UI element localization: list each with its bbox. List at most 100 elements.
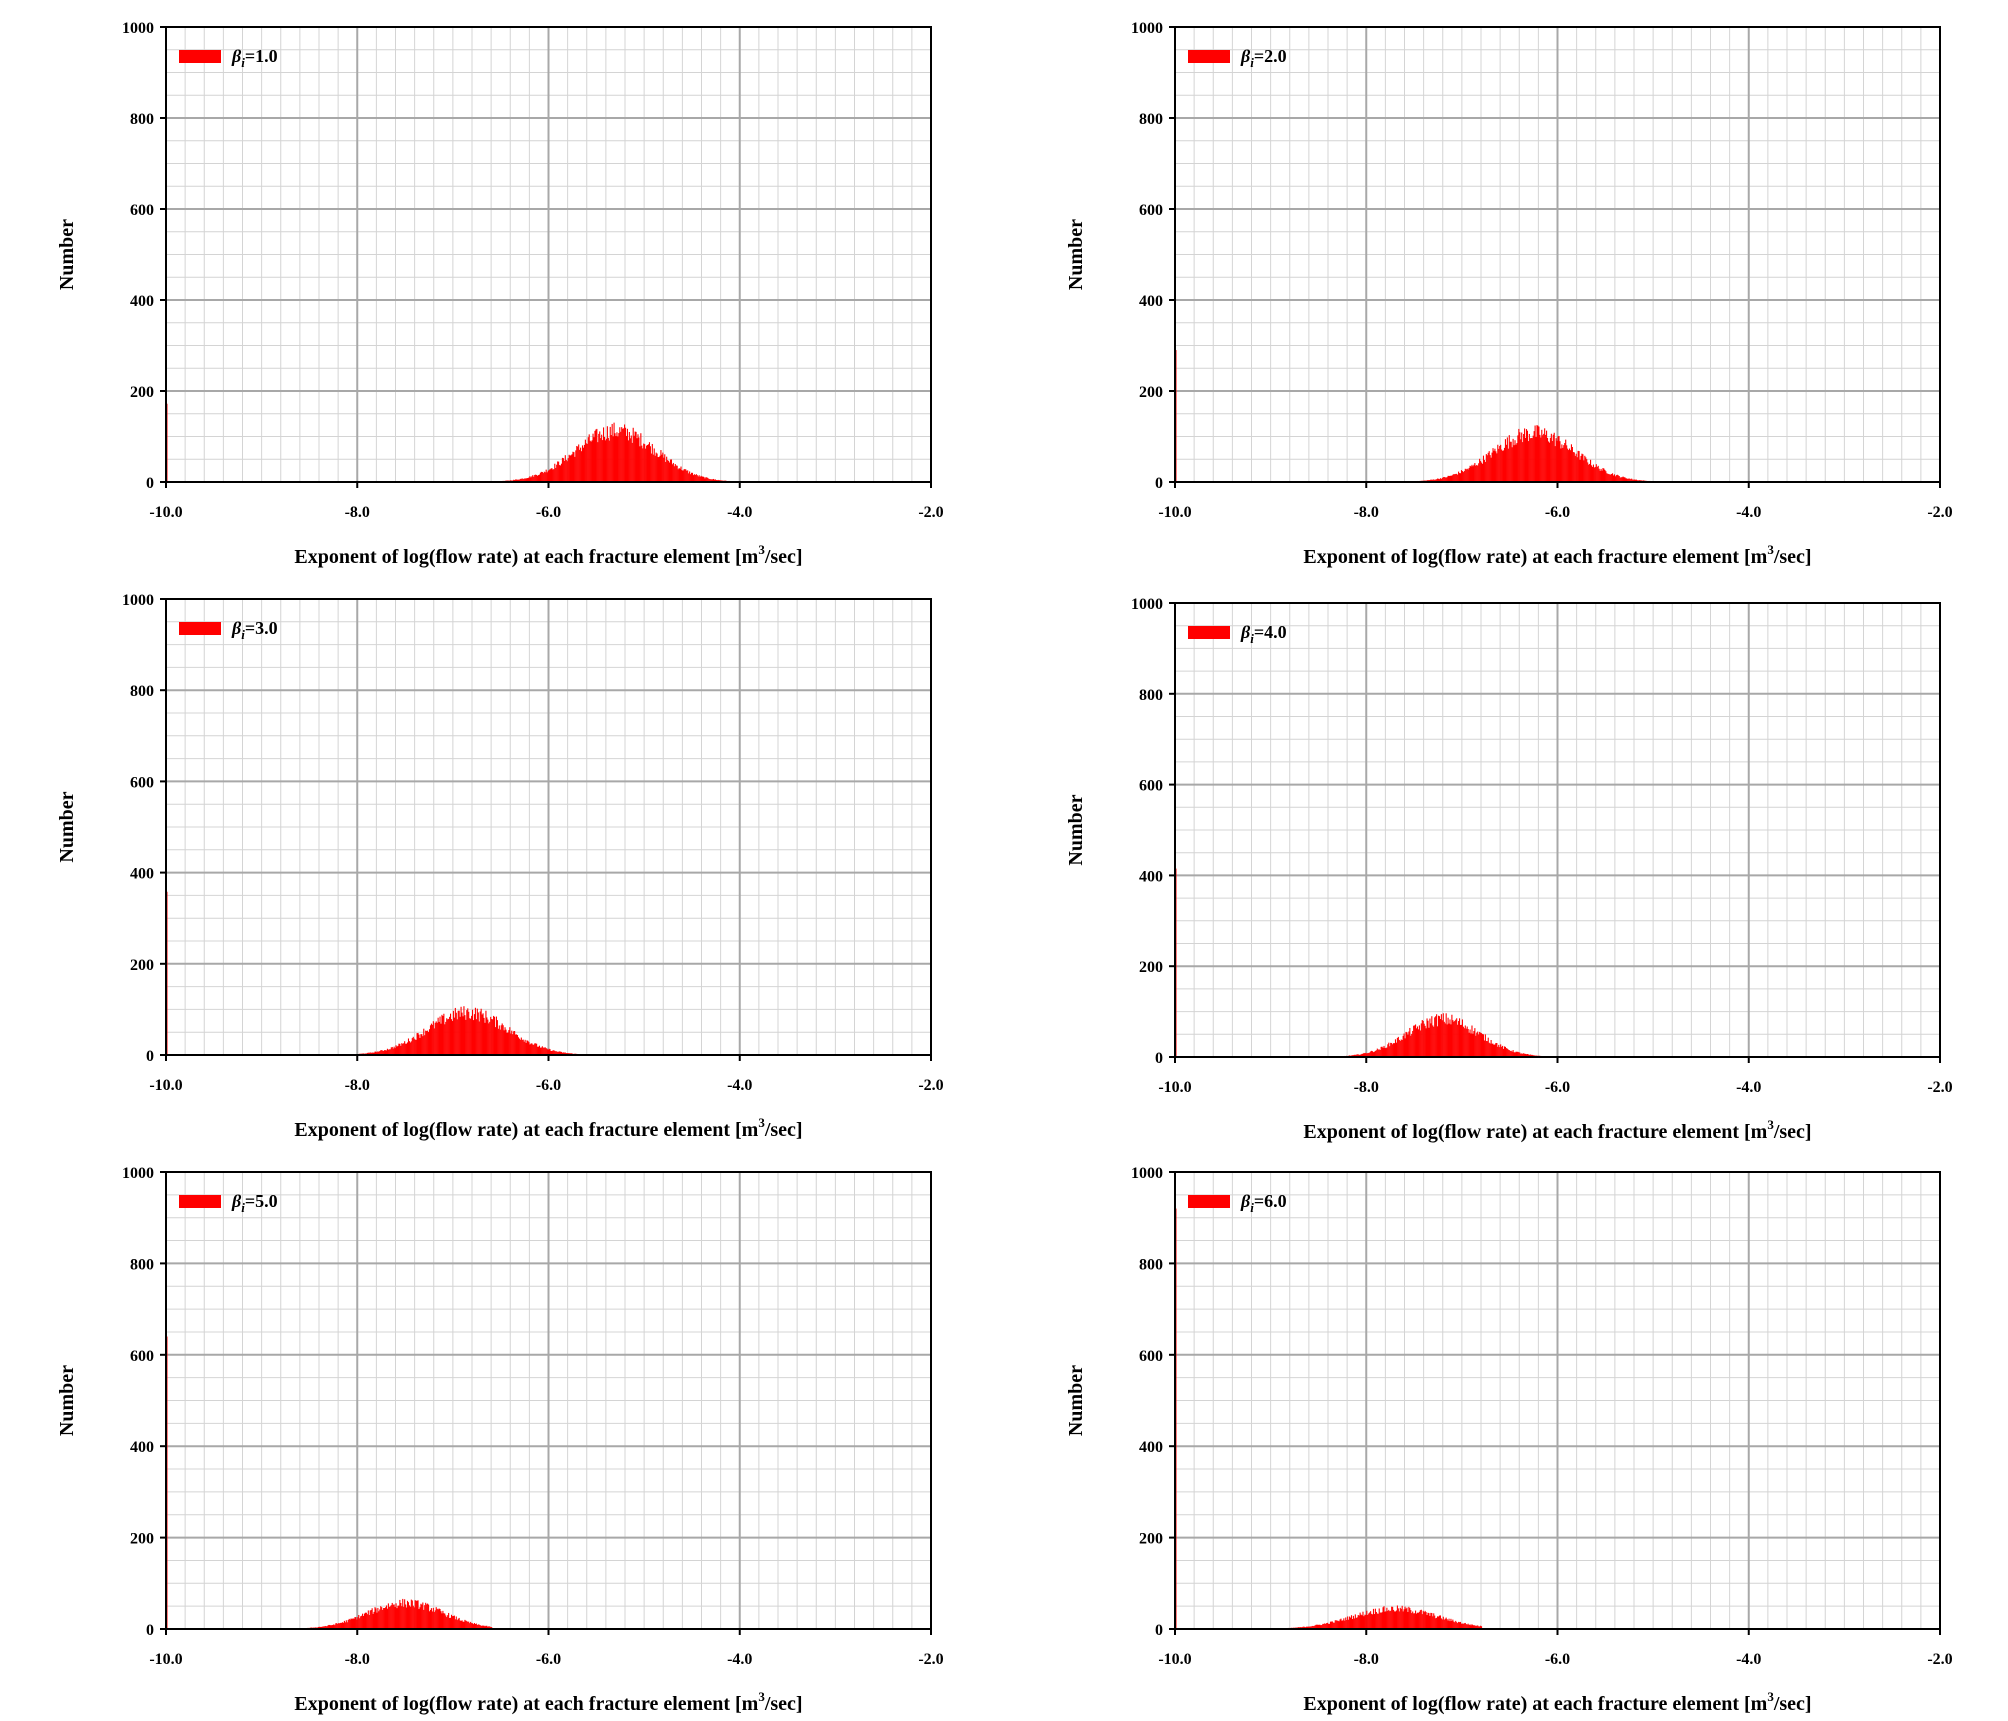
histogram-bar bbox=[683, 469, 685, 482]
histogram-bar bbox=[1513, 445, 1515, 482]
histogram-bar bbox=[489, 1021, 491, 1055]
histogram-bar bbox=[451, 1021, 454, 1055]
histogram-bar bbox=[465, 1019, 467, 1055]
histogram-bar bbox=[1448, 475, 1450, 482]
histogram-bar bbox=[470, 1018, 472, 1055]
histogram-bar bbox=[1446, 477, 1448, 482]
histogram-bar bbox=[553, 469, 555, 482]
histogram-bar bbox=[447, 1019, 449, 1055]
histogram-bar bbox=[516, 1035, 519, 1055]
histogram-bar bbox=[615, 436, 617, 482]
x-tick-label: -2.0 bbox=[1927, 1079, 1952, 1096]
histogram-bar bbox=[1559, 441, 1561, 482]
histogram-bar bbox=[406, 1600, 409, 1629]
histogram-bar bbox=[651, 443, 653, 482]
histogram-bar bbox=[1389, 1611, 1391, 1629]
histogram-bar bbox=[497, 1028, 499, 1055]
histogram-bar bbox=[1491, 452, 1493, 482]
histogram-bar bbox=[1452, 474, 1454, 482]
histogram-bar bbox=[1561, 444, 1563, 482]
histogram-bar bbox=[1443, 1021, 1445, 1057]
histogram-bar bbox=[710, 479, 712, 482]
histogram-bar bbox=[468, 1621, 470, 1629]
histogram-bar bbox=[1555, 438, 1557, 482]
histogram-bar bbox=[445, 1615, 447, 1629]
histogram-bar bbox=[573, 452, 575, 482]
histogram-bar bbox=[1312, 1626, 1314, 1629]
histogram-bar bbox=[1320, 1625, 1322, 1629]
histogram-bar bbox=[1400, 1608, 1402, 1629]
histogram-bar bbox=[345, 1620, 347, 1629]
histogram-bar bbox=[1459, 1622, 1461, 1629]
histogram-bar bbox=[1470, 1033, 1472, 1057]
histogram-bar bbox=[628, 432, 630, 482]
histogram-bar bbox=[700, 475, 702, 482]
histogram-bar bbox=[454, 1619, 456, 1629]
x-tick-label: -6.0 bbox=[536, 1077, 561, 1094]
histogram-bar bbox=[436, 1022, 438, 1055]
histogram-bar bbox=[417, 1032, 419, 1055]
histogram-bar bbox=[430, 1608, 432, 1629]
histogram-bar bbox=[480, 1625, 482, 1629]
histogram-bar bbox=[1548, 442, 1550, 482]
histogram-bar bbox=[694, 474, 696, 482]
histogram-bar bbox=[490, 1016, 492, 1055]
histogram-bar bbox=[572, 451, 574, 482]
histogram-bar bbox=[643, 443, 645, 482]
histogram-bar bbox=[1500, 444, 1502, 482]
histogram-bar bbox=[406, 1042, 409, 1055]
histogram-bar bbox=[689, 471, 691, 482]
histogram-bar bbox=[1466, 468, 1468, 482]
histogram-bar bbox=[1515, 444, 1517, 482]
histogram-bar bbox=[668, 460, 670, 482]
histogram-bar bbox=[1439, 1615, 1441, 1629]
histogram-bar bbox=[1397, 1036, 1399, 1057]
histogram-bar bbox=[1416, 1026, 1419, 1057]
histogram-bar bbox=[372, 1052, 374, 1055]
histogram-bar bbox=[1534, 425, 1536, 482]
histogram-bar bbox=[1493, 450, 1495, 482]
histogram-bar bbox=[1370, 1051, 1372, 1057]
y-tick-label: 0 bbox=[1155, 1050, 1163, 1067]
histogram-bar bbox=[1411, 1033, 1413, 1057]
histogram-bar bbox=[1415, 1028, 1418, 1057]
histogram-bar bbox=[1423, 1612, 1425, 1629]
histogram-bar bbox=[541, 471, 543, 482]
histogram-bar bbox=[1405, 1031, 1407, 1057]
histogram-bar bbox=[1499, 446, 1501, 482]
histogram-bar bbox=[1471, 464, 1473, 482]
histogram-bar bbox=[1317, 1624, 1319, 1629]
histogram-bar bbox=[1379, 1049, 1381, 1057]
histogram-bar bbox=[1439, 478, 1441, 482]
histogram-bar bbox=[386, 1048, 388, 1055]
histogram-bar bbox=[1591, 466, 1594, 482]
histogram-bar bbox=[358, 1614, 360, 1629]
histogram-bar bbox=[1580, 455, 1582, 482]
histogram-bar bbox=[1505, 1048, 1507, 1057]
histogram-bar bbox=[392, 1048, 394, 1055]
histogram-bar bbox=[1532, 435, 1534, 482]
histogram-bar bbox=[613, 422, 615, 482]
histogram-bar bbox=[1620, 477, 1622, 482]
histogram-bar bbox=[1630, 479, 1632, 482]
histogram-bar bbox=[1394, 1039, 1397, 1057]
histogram-bar bbox=[1332, 1622, 1334, 1629]
histogram-bar bbox=[1434, 1017, 1436, 1057]
histogram-bar bbox=[1451, 1620, 1453, 1629]
y-tick-label: 200 bbox=[1139, 959, 1163, 976]
histogram-bar bbox=[1403, 1033, 1405, 1057]
histogram-bar bbox=[1376, 1613, 1378, 1629]
histogram-bar bbox=[408, 1605, 410, 1629]
histogram-bar bbox=[453, 1615, 455, 1629]
histogram-bar bbox=[1311, 1625, 1313, 1629]
histogram-bar bbox=[449, 1016, 451, 1055]
histogram-bar bbox=[1469, 1624, 1471, 1629]
histogram-bar bbox=[679, 468, 681, 482]
histogram-bar bbox=[1602, 468, 1604, 482]
histogram-bar bbox=[619, 427, 621, 482]
histogram-bar bbox=[359, 1618, 361, 1629]
histogram-bar bbox=[1626, 478, 1628, 482]
histogram-bar bbox=[517, 1037, 519, 1055]
y-tick-label: 1000 bbox=[1131, 20, 1163, 37]
x-tick-label: -10.0 bbox=[149, 1651, 182, 1668]
